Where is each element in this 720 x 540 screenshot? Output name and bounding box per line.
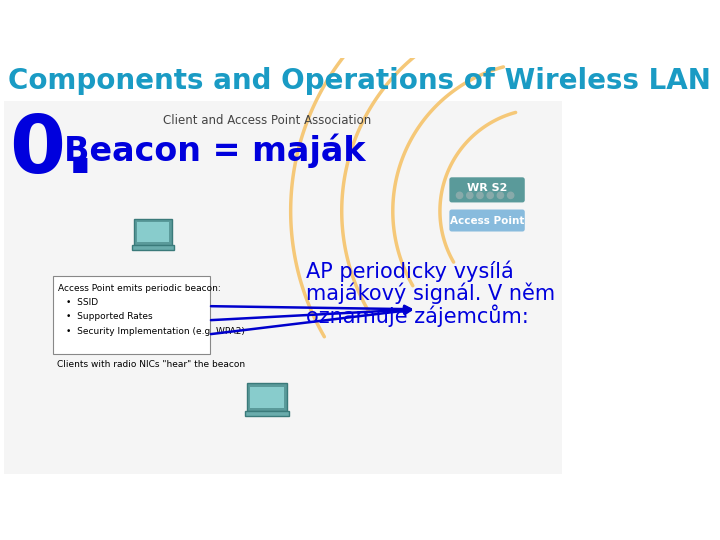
Circle shape [456,192,463,199]
Text: Access Point emits periodic beacon:: Access Point emits periodic beacon: [58,284,221,293]
Text: •  SSID: • SSID [66,298,98,307]
Text: majákový signál. V něm: majákový signál. V něm [307,282,556,304]
Text: Beacon = maják: Beacon = maják [64,133,366,168]
Text: Components and Operations of Wireless LAN: Components and Operations of Wireless LA… [8,68,711,96]
Text: •  Security Implementation (e.g. WPA2): • Security Implementation (e.g. WPA2) [66,327,245,335]
Text: Clients with radio NICs "hear" the beacon: Clients with radio NICs "hear" the beaco… [57,360,245,369]
FancyBboxPatch shape [251,387,284,408]
FancyBboxPatch shape [132,245,174,249]
FancyBboxPatch shape [449,210,525,232]
FancyBboxPatch shape [134,219,172,246]
Circle shape [477,192,483,199]
FancyBboxPatch shape [138,222,169,242]
Text: WR S2: WR S2 [467,183,508,193]
FancyBboxPatch shape [449,177,525,202]
Circle shape [508,192,514,199]
FancyBboxPatch shape [247,383,287,411]
FancyBboxPatch shape [245,410,289,416]
Text: AP periodicky vysílá: AP periodicky vysílá [307,261,514,282]
Circle shape [498,192,503,199]
Circle shape [467,192,473,199]
FancyBboxPatch shape [4,101,562,474]
FancyBboxPatch shape [53,276,210,354]
Text: 0.: 0. [9,112,96,190]
Text: Client and Access Point Association: Client and Access Point Association [163,114,372,127]
Text: •  Supported Rates: • Supported Rates [66,313,153,321]
Text: oznamuje zájemcům:: oznamuje zájemcům: [307,305,529,327]
Circle shape [487,192,493,199]
Text: Access Point: Access Point [450,215,524,226]
